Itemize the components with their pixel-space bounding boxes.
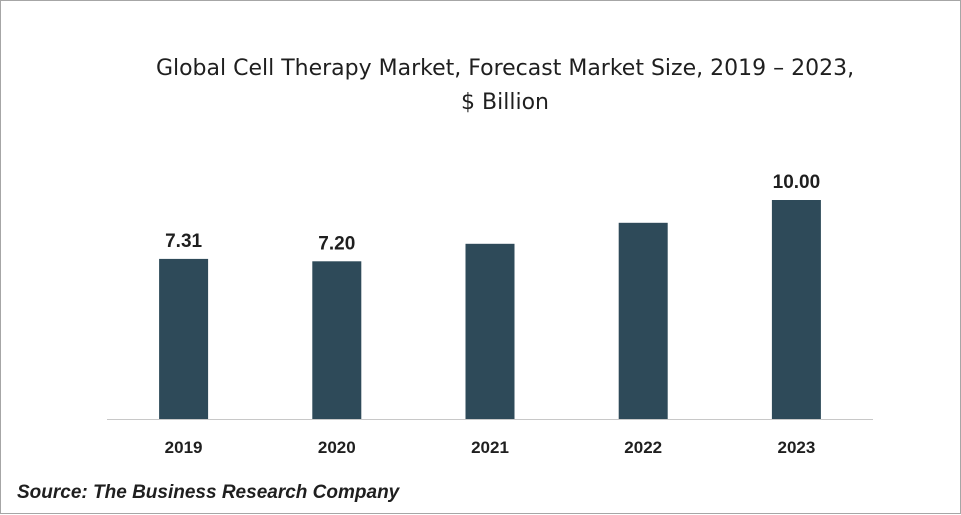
bar-2019 bbox=[159, 258, 209, 419]
x-tick-label-2021: 2021 bbox=[471, 438, 509, 457]
chart-title-line2: $ Billion bbox=[461, 90, 549, 115]
bar-2020 bbox=[312, 261, 362, 419]
x-tick-label-2022: 2022 bbox=[624, 438, 662, 457]
data-label-2019: 7.31 bbox=[165, 231, 202, 252]
chart-title-line1: Global Cell Therapy Market, Forecast Mar… bbox=[155, 56, 855, 81]
bar-2021 bbox=[465, 243, 515, 419]
bar-2023 bbox=[771, 200, 821, 419]
bar-2022 bbox=[618, 222, 668, 419]
data-label-2020: 7.20 bbox=[318, 233, 355, 254]
source-note: Source: The Business Research Company bbox=[17, 482, 400, 503]
data-label-2023: 10.00 bbox=[773, 172, 821, 193]
x-tick-label-2020: 2020 bbox=[318, 438, 356, 457]
x-tick-label-2023: 2023 bbox=[777, 438, 815, 457]
x-tick-label-2019: 2019 bbox=[165, 438, 203, 457]
